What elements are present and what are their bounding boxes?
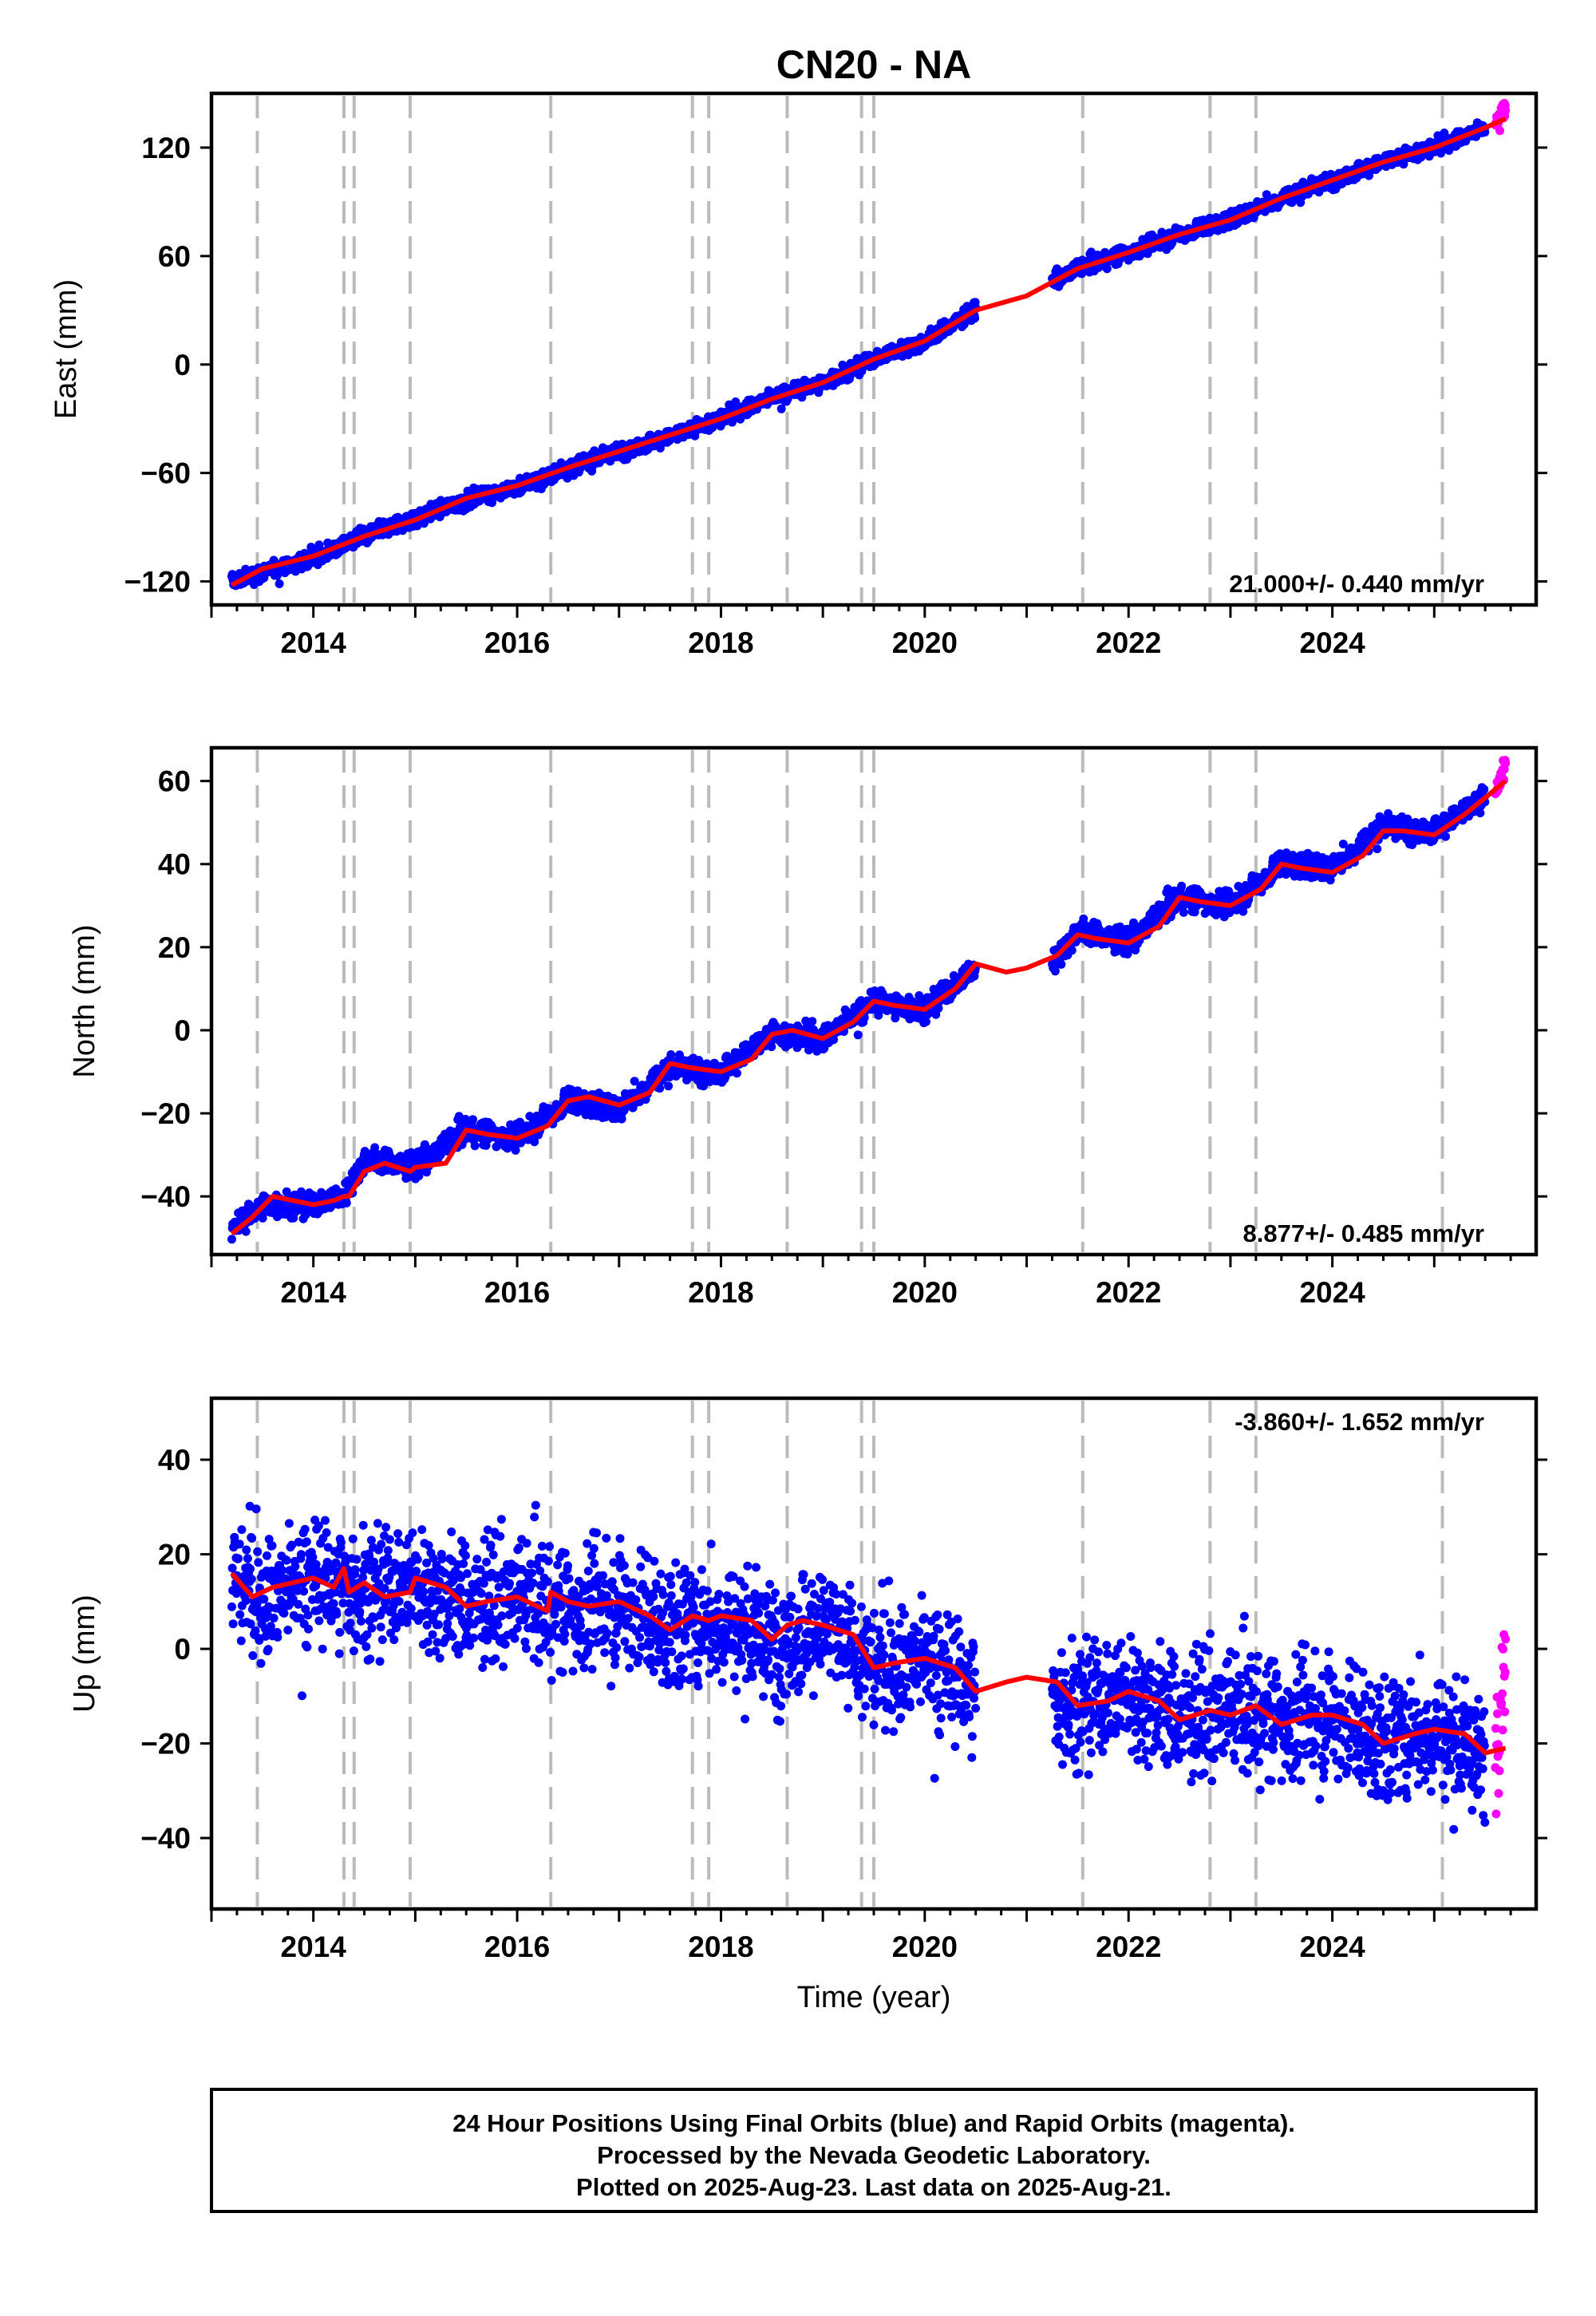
data-point [921,1017,930,1026]
data-point [530,1137,539,1147]
data-point [1057,959,1066,969]
data-point [829,1035,839,1045]
data-point [414,1172,424,1180]
data-point [675,1050,684,1060]
y-tick-label: 60 [158,240,191,273]
data-point [1177,881,1187,891]
data-point [630,1077,639,1086]
plot-area [227,756,1511,1244]
y-tick-label: −120 [124,566,191,599]
x-tick-label: 2022 [1096,626,1161,659]
data-point [1262,190,1271,200]
data-point [732,1069,741,1078]
x-tick-label: 2018 [688,626,753,659]
data-point [1050,966,1060,976]
data-point [468,1115,477,1124]
data-point [808,1017,817,1026]
chart-title: CN20 - NA [776,42,971,87]
data-point [617,1114,626,1124]
model-fit-line [231,116,1507,587]
data-point [275,579,284,588]
data-point [567,1085,576,1094]
y-axis-label: East (mm) [49,279,83,419]
data-point [1179,907,1188,917]
data-point [1123,950,1132,958]
data-point [241,1227,251,1236]
rapid-point [1501,106,1511,115]
data-point [314,540,324,550]
data-point [342,1198,351,1207]
plot-area [227,98,1511,591]
data-point [227,1235,236,1244]
data-point [970,314,980,323]
y-tick-label: −60 [140,457,191,490]
data-point [776,404,786,413]
y-tick-label: 120 [141,132,191,164]
data-point [664,1081,674,1091]
data-point [655,1084,665,1093]
data-point [470,1141,480,1151]
data-point [853,1030,863,1040]
rapid-point [1495,126,1504,136]
x-tick-label: 2024 [1299,626,1365,659]
panel-east: −120 −60 0 60 120 2014 2016 2018 2020 2022 2024 Eas… [49,91,1547,659]
data-point [874,1010,883,1020]
data-point [1067,946,1077,955]
y-tick-label: 0 [174,349,191,381]
data-point [767,1042,776,1052]
x-tick-label: 2016 [484,626,550,659]
data-point [666,1050,676,1059]
data-point [511,1145,520,1155]
rate-label: 21.000+/- 0.440 mm/yr [1229,570,1484,598]
x-tick-label: 2014 [281,626,347,659]
data-point [1102,264,1112,274]
x-tick-label: 2020 [892,626,958,659]
